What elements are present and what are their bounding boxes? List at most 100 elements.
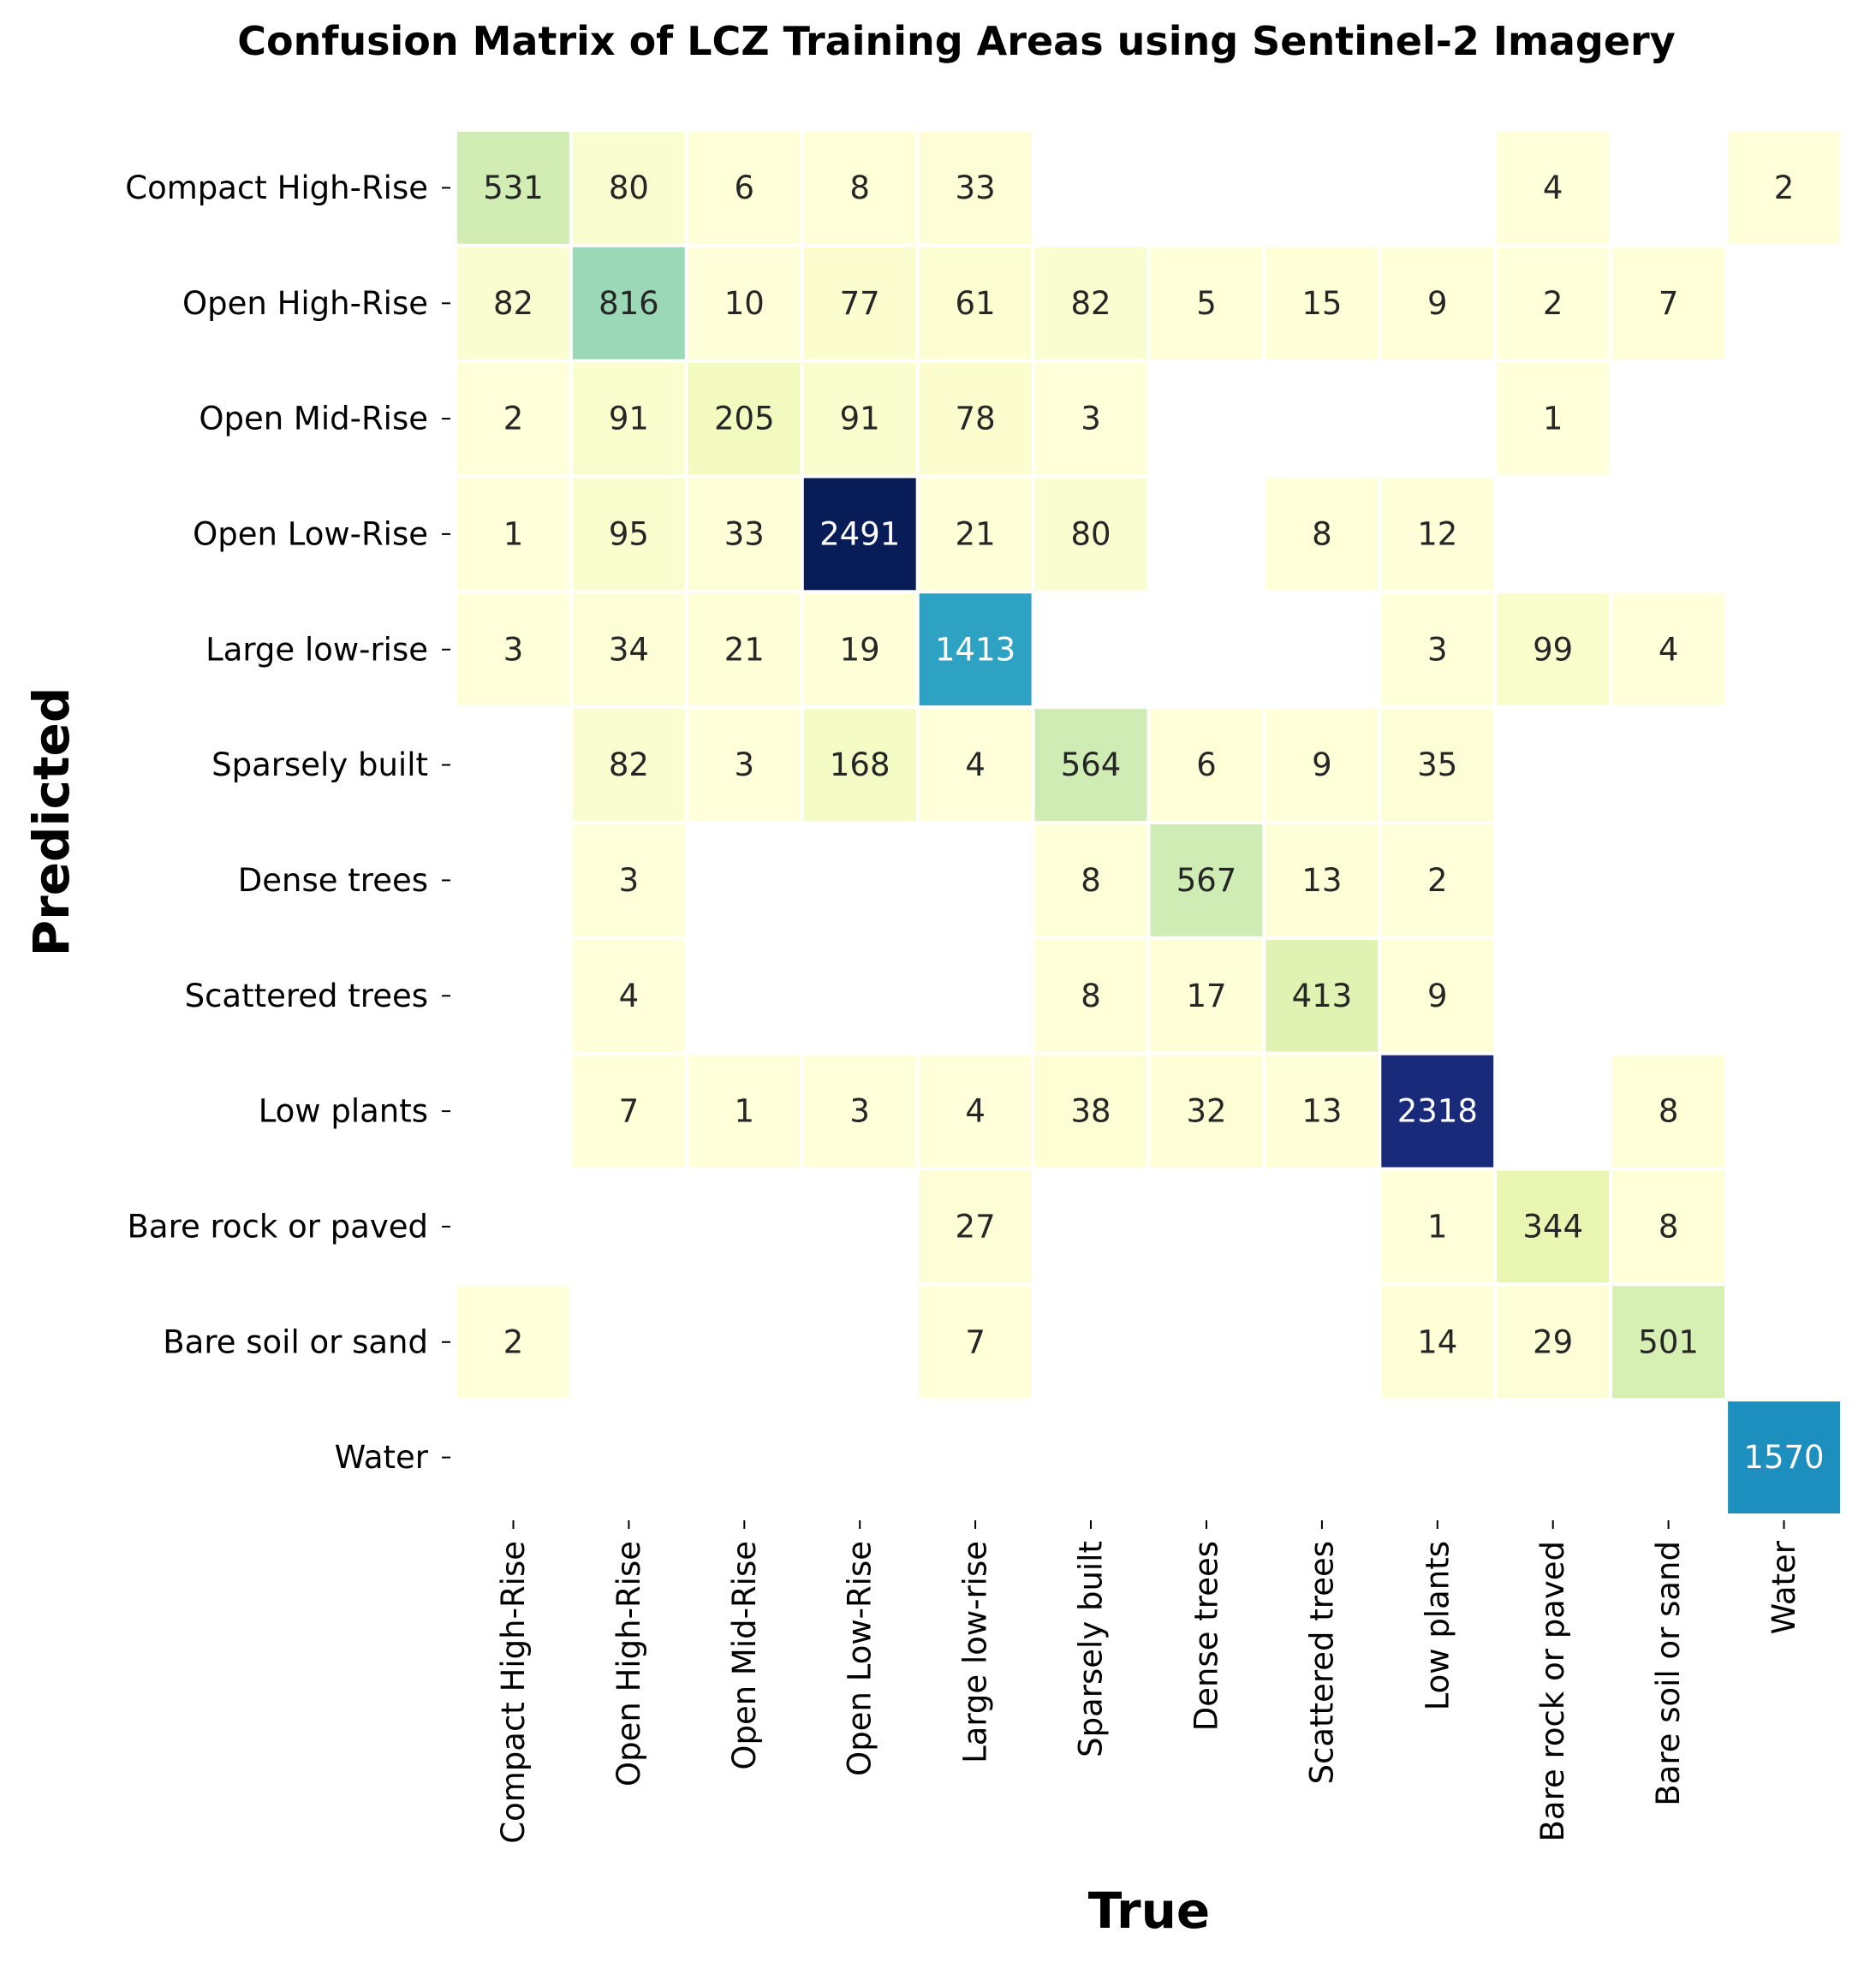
y-tick-label-low-plants: Low plants (259, 1093, 428, 1130)
heatmap-cell (803, 362, 916, 475)
cell-value-label: 8 (849, 169, 870, 206)
heatmap-cell (1497, 362, 1610, 475)
heatmap-cell (1034, 362, 1147, 475)
heatmap-cell (1497, 132, 1610, 244)
cell-value-label: 816 (599, 285, 659, 322)
heatmap-cell (1728, 1401, 1840, 1513)
cell-value-label: 3 (1081, 401, 1101, 437)
cell-value-label: 10 (724, 285, 765, 322)
x-tick-label-open-low-rise: Open Low-Rise (842, 1541, 878, 1776)
heatmap-cell (572, 824, 685, 936)
y-tick-label-water: Water (335, 1439, 429, 1476)
heatmap-cell (1612, 1055, 1725, 1168)
cell-value-label: 99 (1533, 631, 1573, 668)
x-axis-title: True (1088, 1882, 1210, 1940)
heatmap-cell (457, 362, 569, 475)
heatmap-cell (1266, 247, 1379, 360)
heatmap-cell (803, 247, 916, 360)
cell-value-label: 567 (1176, 862, 1237, 899)
cell-value-label: 168 (830, 746, 890, 783)
cell-value-label: 1570 (1743, 1439, 1824, 1476)
cell-value-label: 2 (503, 401, 524, 437)
heatmap-cell (1381, 1286, 1494, 1399)
cell-value-label: 32 (1186, 1093, 1226, 1130)
cell-value-label: 501 (1638, 1323, 1699, 1360)
cell-value-label: 95 (609, 515, 649, 552)
heatmap-cell (572, 362, 685, 475)
heatmap-cell (919, 1170, 1032, 1283)
cell-value-label: 3 (503, 631, 524, 668)
x-tick-label-large-low-rise: Large low-rise (957, 1541, 994, 1763)
x-tick-label-sparsely-built: Sparsely built (1073, 1541, 1110, 1757)
cell-value-label: 1 (735, 1093, 755, 1130)
y-axis-ticks: Compact High-Rise Open High-Rise Open Mid-… (125, 169, 450, 1476)
heatmap-cell (457, 247, 569, 360)
y-tick-label-dense-trees: Dense trees (238, 862, 428, 899)
cell-value-label: 80 (609, 169, 649, 206)
cell-value-label: 13 (1301, 862, 1342, 899)
y-tick-label-open-low-rise: Open Low-Rise (193, 515, 428, 552)
x-tick-label-water: Water (1766, 1540, 1802, 1634)
cell-value-label: 2 (503, 1323, 524, 1360)
cell-value-label: 2491 (819, 515, 900, 552)
heatmap-cell (919, 478, 1032, 591)
heatmap-cell (1034, 247, 1147, 360)
heatmap-cell (1497, 593, 1610, 706)
cell-value-label: 5 (1196, 285, 1217, 322)
y-axis-title: Predicted (22, 687, 80, 957)
x-tick-label-open-high-rise: Open High-Rise (610, 1541, 647, 1787)
cell-value-label: 8 (1081, 862, 1101, 899)
heatmap-cell (1381, 1055, 1494, 1168)
cell-value-label: 9 (1312, 746, 1332, 783)
heatmap-cell (1034, 709, 1147, 821)
heatmap-cell (1034, 478, 1147, 591)
cell-value-label: 3 (1427, 631, 1448, 668)
heatmap-cell (572, 478, 685, 591)
heatmap-cell (1612, 247, 1725, 360)
heatmap-cell (1381, 247, 1494, 360)
x-tick-label-bare-soil-or-sand: Bare soil or sand (1650, 1541, 1687, 1806)
cell-value-label: 21 (956, 515, 996, 552)
cell-value-label: 8 (1659, 1093, 1679, 1130)
cell-value-label: 205 (714, 401, 775, 437)
cell-value-label: 3 (735, 746, 755, 783)
heatmap-cell (572, 132, 685, 244)
cell-value-label: 2 (1427, 862, 1448, 899)
cell-value-label: 8 (1312, 515, 1332, 552)
heatmap-cell (1150, 939, 1263, 1052)
cell-value-label: 7 (965, 1323, 986, 1360)
heatmap-cell (919, 1286, 1032, 1399)
cell-value-label: 33 (956, 169, 996, 206)
heatmap-cell (1497, 247, 1610, 360)
cell-value-label: 82 (1070, 285, 1111, 322)
cell-value-label: 82 (609, 746, 649, 783)
cell-value-label: 4 (1543, 169, 1563, 206)
heatmap-cell (919, 1055, 1032, 1168)
heatmap-cell (457, 1286, 569, 1399)
cell-value-label: 1413 (935, 631, 1015, 668)
x-tick-label-compact-high-rise: Compact High-Rise (495, 1541, 532, 1844)
cell-value-label: 4 (1659, 631, 1679, 668)
cell-value-label: 8 (1659, 1208, 1679, 1245)
cell-value-label: 33 (724, 515, 765, 552)
heatmap-cell (1381, 824, 1494, 936)
chart-title: Confusion Matrix of LCZ Training Areas u… (237, 18, 1675, 64)
heatmap-cell (572, 709, 685, 821)
heatmap-cell (919, 709, 1032, 821)
cell-value-label: 3 (619, 862, 640, 899)
cell-value-label: 6 (1196, 746, 1217, 783)
cell-value-label: 6 (735, 169, 755, 206)
cell-value-label: 61 (956, 285, 996, 322)
cell-value-labels: 531 80 6 8 33 4 282 816 10 77 61 82 5 15 9 2 72 91 205 91 78… (483, 169, 1824, 1476)
cell-value-label: 17 (1186, 978, 1226, 1014)
heatmap-cell (1266, 1055, 1379, 1168)
heatmap-cell (688, 132, 801, 244)
heatmap-cell (919, 362, 1032, 475)
heatmap-cell (688, 1055, 801, 1168)
heatmap-cell (1381, 1170, 1494, 1283)
cell-value-label: 1 (1427, 1208, 1448, 1245)
cell-value-label: 38 (1070, 1093, 1111, 1130)
x-tick-label-scattered-trees: Scattered trees (1303, 1541, 1340, 1784)
cell-value-label: 27 (956, 1208, 996, 1245)
